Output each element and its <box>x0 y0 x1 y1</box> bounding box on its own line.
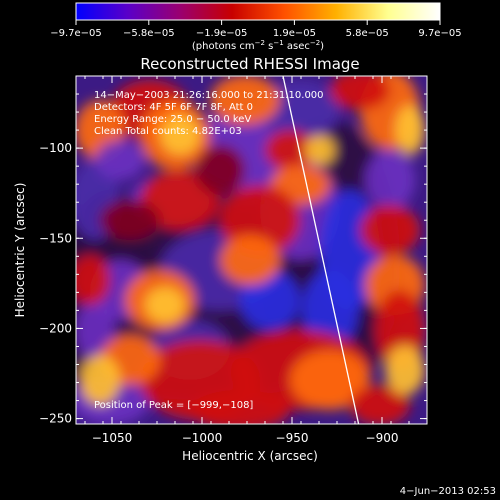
heatmap-blob <box>260 80 340 140</box>
info-line: 14−May−2003 21:26:16.000 to 21:31:10.000 <box>94 90 324 101</box>
y-tick-label: −200 <box>39 321 72 335</box>
heatmap-blob <box>195 145 245 195</box>
x-tick-label: −900 <box>366 431 399 445</box>
heatmap-blob <box>302 270 358 350</box>
heatmap-blob <box>395 105 425 155</box>
heatmap-blob <box>240 270 300 330</box>
x-axis-label: Heliocentric X (arcsec) <box>182 449 318 463</box>
colorbar <box>75 2 441 21</box>
heatmap-blob <box>76 255 110 305</box>
heatmap-blob <box>305 135 335 165</box>
chart-title: Reconstructed RHESSI Image <box>140 55 359 73</box>
heatmap-blob <box>290 350 370 410</box>
heatmap-blob <box>330 76 390 110</box>
y-tick-label: −100 <box>39 141 72 155</box>
info-text: 14−May−2003 21:26:16.000 to 21:31:10.000… <box>94 90 324 137</box>
x-tick-label: −1000 <box>182 431 223 445</box>
heatmap-blob <box>385 345 425 395</box>
solar-limb-line <box>282 76 360 424</box>
colorbar-tick-label: −9.7e−05 <box>50 28 102 39</box>
y-tick-label: −250 <box>39 412 72 426</box>
heatmap-blob <box>95 140 145 180</box>
heatmap-blob <box>160 115 200 155</box>
plot-frame <box>75 75 428 425</box>
colorbar-tick-label: −5.8e−05 <box>123 28 175 39</box>
colorbar-tick-label: 9.7e−05 <box>418 28 461 39</box>
colorbar-unit-label: (photons cm−2 s−1 asec−2) <box>192 39 324 52</box>
colorbar-ticks: −9.7e−05 −5.8e−05 −1.9e−05 1.9e−05 5.8e−05 9.… <box>50 20 462 39</box>
info-line: Clean Total counts: 4.82E+03 <box>94 126 242 137</box>
y-tick-label: −150 <box>39 231 72 245</box>
heatmap-image <box>76 76 427 424</box>
colorbar-tick-label: 5.8e−05 <box>346 28 389 39</box>
heatmap-blob <box>365 150 415 210</box>
heatmap-blob <box>350 385 410 424</box>
x-tick-label: −950 <box>276 431 309 445</box>
heatmap-blob <box>76 300 115 360</box>
heatmap-blob <box>265 130 315 170</box>
heatmap-blob <box>145 287 185 323</box>
axis-ticks: −1050 −1000 −950 −900 −100 −150 −200 −250 <box>39 75 428 445</box>
heatmap-blob <box>190 390 290 424</box>
peak-position-label: Position of Peak = [−999,−108] <box>94 400 253 411</box>
heatmap-blob <box>210 76 280 125</box>
y-axis-label: Heliocentric Y (arcsec) <box>13 183 27 318</box>
heatmap-blob <box>80 355 120 405</box>
heatmap-blob <box>220 235 280 285</box>
heatmap-blob <box>360 205 420 255</box>
info-line: Energy Range: 25.0 − 50.0 keV <box>94 114 251 125</box>
heatmap-blob <box>100 200 160 240</box>
colorbar-tick-label: 1.9e−05 <box>273 28 316 39</box>
footer-date: 4−Jun−2013 02:53 <box>400 486 496 497</box>
x-tick-label: −1050 <box>92 431 133 445</box>
info-line: Detectors: 4F 5F 6F 7F 8F, Att 0 <box>94 102 253 113</box>
colorbar-tick-label: −1.9e−05 <box>196 28 248 39</box>
